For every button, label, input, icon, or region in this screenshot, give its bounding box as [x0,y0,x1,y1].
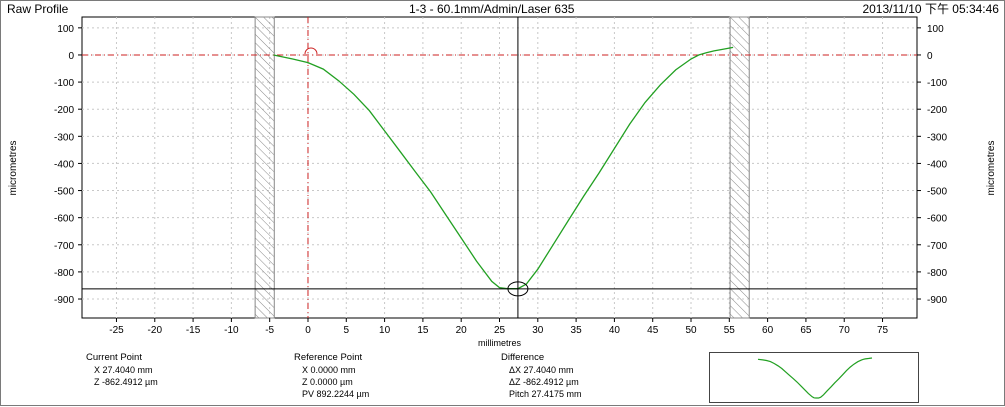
y-tick-label-right: -500 [927,187,947,198]
y-tick-label-left: 100 [57,24,74,35]
x-axis-label: millimetres [478,338,522,348]
reference-point-x: X 0.0000 mm [302,365,356,375]
current-point-title: Current Point [86,352,142,363]
x-tick-label: 50 [685,325,697,336]
thumbnail-series-line [757,357,873,399]
y-tick-label-left: -100 [54,78,74,89]
y-tick-label-left: -400 [54,159,74,170]
x-tick-label: -20 [148,325,163,336]
y-tick-label-left: -700 [54,241,74,252]
current-point-x: X 27.4040 mm [94,365,153,375]
y-axis-label-left: micrometres [8,140,19,195]
y-tick-label-right: -700 [927,241,947,252]
x-tick-label: 15 [417,325,429,336]
difference-dz: ΔZ -862.4912 µm [509,377,579,387]
timestamp: 2013/11/10 下午 05:34:46 [862,2,999,16]
window-title: Raw Profile [7,2,69,16]
x-tick-label: 30 [532,325,544,336]
y-tick-label-left: -300 [54,132,74,143]
y-tick-label-left: -500 [54,187,74,198]
x-tick-label: -15 [186,325,201,336]
reference-point-title: Reference Point [294,352,363,363]
x-tick-label: 70 [839,325,851,336]
x-tick-label: 25 [494,325,506,336]
x-tick-label: 55 [724,325,736,336]
current-point-panel: Current Point X 27.4040 mm Z -862.4912 µ… [86,352,158,388]
reference-point-pv: PV 892.2244 µm [302,389,370,399]
y-tick-label-right: -600 [927,214,947,225]
reference-marker [304,47,318,55]
cursor-marker [507,281,529,297]
y-tick-label-right: -400 [927,159,947,170]
y-tick-label-right: -800 [927,268,947,279]
y-tick-label-left: -900 [54,295,74,306]
x-tick-label: -10 [224,325,239,336]
x-tick-label: 75 [877,325,889,336]
reference-point-z: Z 0.0000 µm [302,377,353,387]
x-tick-label: 65 [800,325,812,336]
exclusion-zone [729,16,750,319]
y-tick-label-right: -900 [927,295,947,306]
profile-overview-thumbnail[interactable] [709,352,919,403]
y-tick-label-right: 100 [927,24,944,35]
x-tick-label: 5 [344,325,350,336]
y-tick-label-left: -200 [54,105,74,116]
x-tick-label: -5 [265,325,274,336]
current-point-z: Z -862.4912 µm [94,377,158,387]
thumbnail-curve [757,357,873,399]
x-tick-label: 10 [379,325,391,336]
difference-title: Difference [501,352,545,363]
x-tick-label: 60 [762,325,774,336]
y-axis-label-right: micrometres [986,140,997,195]
profile-chart[interactable]: -25 -20 -15 -10 -5 0 5 10 15 20 25 30 35 40 45 50 55 60 65… [0,0,1005,350]
reference-point-panel: Reference Point X 0.0000 mm Z 0.0000 µm … [294,352,369,400]
y-tick-label-right: -200 [927,105,947,116]
x-tick-label: -25 [109,325,124,336]
y-tick-label-right: -300 [927,132,947,143]
measurement-subtitle: 1-3 - 60.1mm/Admin/Laser 635 [409,2,575,16]
y-tick-label-left: 0 [68,51,74,62]
y-tick-label-right: -100 [927,78,947,89]
exclusion-zone [254,16,275,319]
difference-panel: Difference ΔX 27.4040 mm ΔZ -862.4912 µm… [501,352,582,400]
x-tick-label: 20 [456,325,468,336]
y-tick-label-left: -800 [54,268,74,279]
difference-dx: ΔX 27.4040 mm [509,365,574,375]
x-tick-label: 35 [571,325,583,336]
y-tick-label-right: 0 [927,51,933,62]
difference-pitch: Pitch 27.4175 mm [509,389,582,399]
x-tick-label: 0 [305,325,311,336]
x-tick-label: 45 [647,325,659,336]
y-tick-label-left: -600 [54,214,74,225]
x-tick-label: 40 [609,325,621,336]
